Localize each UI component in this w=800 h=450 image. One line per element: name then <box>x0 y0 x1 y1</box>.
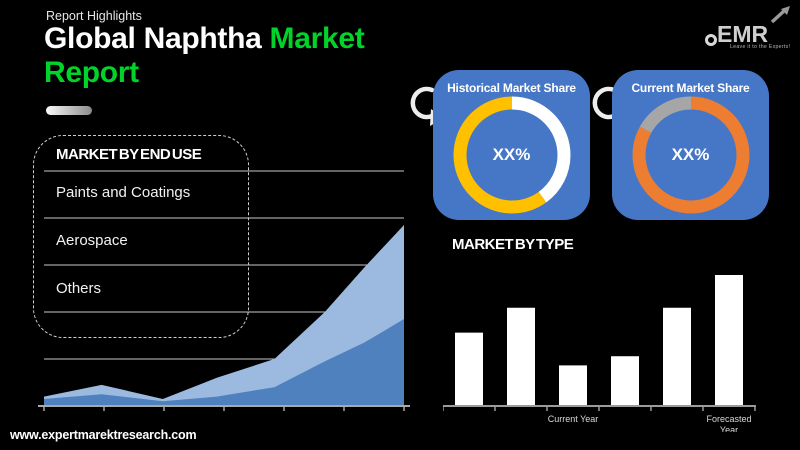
logo-text: EMR <box>717 21 769 47</box>
historical-market-share-title: Historical Market Share <box>447 81 576 95</box>
emr-logo: EMR Leave it to the Experts! <box>705 6 790 50</box>
website-url: www.expertmarektresearch.com <box>10 428 197 442</box>
svg-text:Year: Year <box>720 425 738 432</box>
end-use-item-others: Others <box>56 280 102 297</box>
end-use-item-aerospace: Aerospace <box>56 232 128 249</box>
market-by-type-title: MARKET BY TYPE <box>452 236 574 253</box>
end-use-area-chart <box>38 170 410 411</box>
current-market-share-donut <box>632 96 749 214</box>
current-market-share-title: Current Market Share <box>631 81 750 95</box>
end-use-panel-title: MARKET BY END USE <box>56 146 202 163</box>
page-title: Global Naphtha Market Report <box>44 22 394 90</box>
current-market-share-card: Current Market Share XX% <box>612 70 769 220</box>
logo-arrow-icon <box>770 9 786 24</box>
end-use-item-paints-and-coatings: Paints and Coatings <box>56 184 191 201</box>
logo-ring-icon <box>705 34 717 46</box>
svg-text:Forecasted: Forecasted <box>706 414 751 424</box>
historical-share-value: XX% <box>492 145 531 164</box>
page-title-main: Global Naphtha <box>44 22 262 55</box>
svg-text:Current Year: Current Year <box>548 414 599 424</box>
historical-market-share-donut <box>453 96 570 214</box>
title-underline-bar <box>46 106 92 115</box>
page-title-accent: Market Report <box>44 22 365 90</box>
logo-tagline: Leave it to the Experts! <box>730 44 790 50</box>
report-eyebrow: Report Highlights <box>46 9 142 23</box>
historical-market-share-card: Historical Market Share XX% <box>433 70 590 220</box>
end-use-panel <box>33 135 249 338</box>
logo-arrowhead-icon <box>781 6 790 15</box>
current-share-value: XX% <box>671 145 710 164</box>
